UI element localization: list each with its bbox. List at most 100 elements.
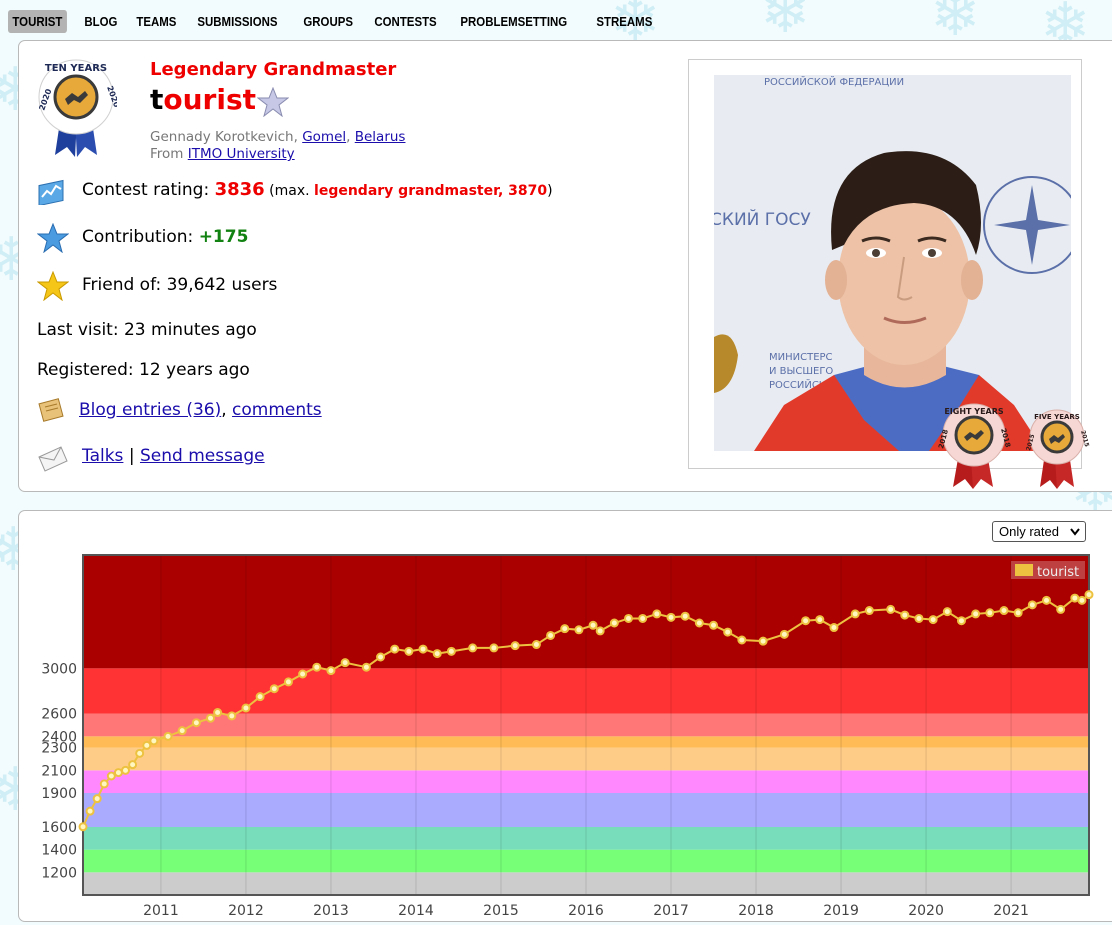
rating-label: Contest rating: [82,180,215,200]
rating-graph-box: Only rated 1200 1400 1600 1900 2100 2300 2400 2… [18,510,1112,922]
rating-point [113,768,123,778]
y-tick-label: 2600 [41,707,77,723]
rating-point [609,618,619,628]
eight-years-badge-icon: EIGHT YEARS 2018 2018 [937,403,1012,489]
nav-blog[interactable]: BLOG [84,13,118,29]
contest-rating-row: Contest rating: 3836 (max. legendary gra… [82,179,553,200]
x-tick-label: 2013 [313,903,349,919]
y-tick-label: 1200 [41,865,77,881]
photo-text-1: РОССИЙСКОЙ ФЕДЕРАЦИИ [764,75,904,88]
contribution-label: Contribution: [82,227,199,247]
nav-streams[interactable]: STREAMS [596,13,653,29]
user-photo-illustration: РОССИЙСКОЙ ФЕДЕРАЦИИ СКИЙ ГОСУ МИНИСТЕРС… [714,75,1071,451]
rating-point [213,708,223,718]
rating-point [850,609,860,619]
rating-point [340,658,350,668]
comments-link[interactable]: comments [232,400,322,420]
rating-point [737,635,747,645]
rating-point [638,613,648,623]
rating-point [1013,608,1023,618]
blog-scroll-icon [38,398,64,422]
x-tick-label: 2017 [653,903,689,919]
badge-year-right: 2020 [105,85,117,109]
rating-point [92,794,102,804]
rating-point [624,613,634,623]
user-photo: РОССИЙСКОЙ ФЕДЕРАЦИИ СКИЙ ГОСУ МИНИСТЕРС… [714,75,1071,451]
city-link[interactable]: Gomel [302,129,347,145]
send-message-link[interactable]: Send message [139,446,265,466]
rating-point [269,684,279,694]
rating-point [326,666,336,676]
rating-point [489,643,499,653]
rating-point [1027,600,1037,610]
friend-star-icon [37,271,69,301]
rating-point [971,609,981,619]
user-rank: Legendary Grandmaster [150,59,397,80]
rating-point [666,612,676,622]
nav-teams[interactable]: TEAMS [136,13,177,29]
rating-point [149,736,159,746]
rating-point [510,641,520,651]
y-tick-label: 2100 [41,763,77,779]
rating-point [985,608,995,618]
rating-point [390,644,400,654]
rating-point [78,822,88,832]
registered-text: Registered: 12 years ago [37,360,250,380]
rating-point [1056,604,1066,614]
rating-point [864,606,874,616]
rating-point [779,629,789,639]
rating-band-0 [83,872,1089,895]
rating-point [900,610,910,620]
nav-groups[interactable]: GROUPS [303,13,353,29]
rating-point [815,615,825,625]
country-link[interactable]: Belarus [354,129,406,145]
nav-contests[interactable]: CONTESTS [374,13,437,29]
rating-point [1084,590,1094,600]
rating-point [723,627,733,637]
rating-point [283,677,293,687]
rating-point [128,760,138,770]
contribution-row: Contribution: +175 [82,227,248,247]
rating-band-3 [83,793,1089,827]
nav-problemsetting[interactable]: PROBLEMSETTING [460,13,568,29]
rating-point [312,662,322,672]
rating-point [177,726,187,736]
rating-point [432,649,442,659]
rating-point [255,692,265,702]
snowflake-decoration: ❄ [760,0,811,47]
rating-band-9 [83,555,1089,669]
rating-point [376,652,386,662]
rating-point [574,625,584,635]
blog-entries-link[interactable]: Blog entries (36) [79,400,222,420]
user-handle[interactable]: tourist [150,83,256,116]
rating-band-6 [83,736,1089,748]
rating-band-4 [83,770,1089,793]
x-tick-label: 2011 [143,903,179,919]
friend-of-text: Friend of: 39,642 users [82,275,278,295]
rating-point [227,711,237,721]
y-tick-label: 1600 [41,820,77,836]
rating-point [956,616,966,626]
blog-separator: , [221,400,233,420]
rating-point [191,718,201,728]
nav-tourist[interactable]: TOURIST [8,9,67,33]
max-prefix: (max. [264,183,315,199]
y-tick-label: 2400 [41,729,77,745]
envelope-icon [38,446,68,472]
rating-point [241,703,251,713]
organization-link[interactable]: ITMO University [187,146,295,162]
rating-point [1077,595,1087,605]
rated-filter-select[interactable]: Only rated [992,521,1086,542]
nav-submissions[interactable]: SUBMISSIONS [197,13,278,29]
rating-point [1041,595,1051,605]
photo-text-5: РОССИЙСК [769,378,826,391]
rating-point [361,662,371,672]
five-years-badge-icon: FIVE YEARS 2015 2015 [1025,409,1090,489]
favourite-star-icon[interactable] [257,87,289,117]
blog-row: Blog entries (36), comments [79,400,322,420]
rating-point [135,748,145,758]
rating-band-7 [83,713,1089,737]
snowflake-decoration: ❄ [930,0,981,50]
talks-link[interactable]: Talks [82,446,124,466]
